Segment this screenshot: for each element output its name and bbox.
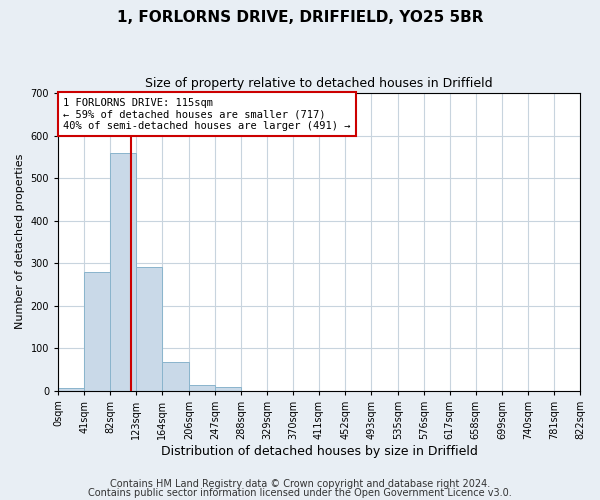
- Text: 1, FORLORNS DRIVE, DRIFFIELD, YO25 5BR: 1, FORLORNS DRIVE, DRIFFIELD, YO25 5BR: [117, 10, 483, 25]
- Text: Contains public sector information licensed under the Open Government Licence v3: Contains public sector information licen…: [88, 488, 512, 498]
- Bar: [136, 268, 162, 390]
- Text: 1 FORLORNS DRIVE: 115sqm
← 59% of detached houses are smaller (717)
40% of semi-: 1 FORLORNS DRIVE: 115sqm ← 59% of detach…: [64, 98, 351, 130]
- X-axis label: Distribution of detached houses by size in Driffield: Distribution of detached houses by size …: [161, 444, 478, 458]
- Bar: [162, 362, 189, 390]
- Bar: [84, 272, 110, 390]
- Y-axis label: Number of detached properties: Number of detached properties: [15, 154, 25, 330]
- Text: Contains HM Land Registry data © Crown copyright and database right 2024.: Contains HM Land Registry data © Crown c…: [110, 479, 490, 489]
- Bar: [189, 385, 215, 390]
- Title: Size of property relative to detached houses in Driffield: Size of property relative to detached ho…: [145, 78, 493, 90]
- Bar: [110, 152, 136, 390]
- Bar: [215, 387, 241, 390]
- Bar: [58, 388, 84, 390]
